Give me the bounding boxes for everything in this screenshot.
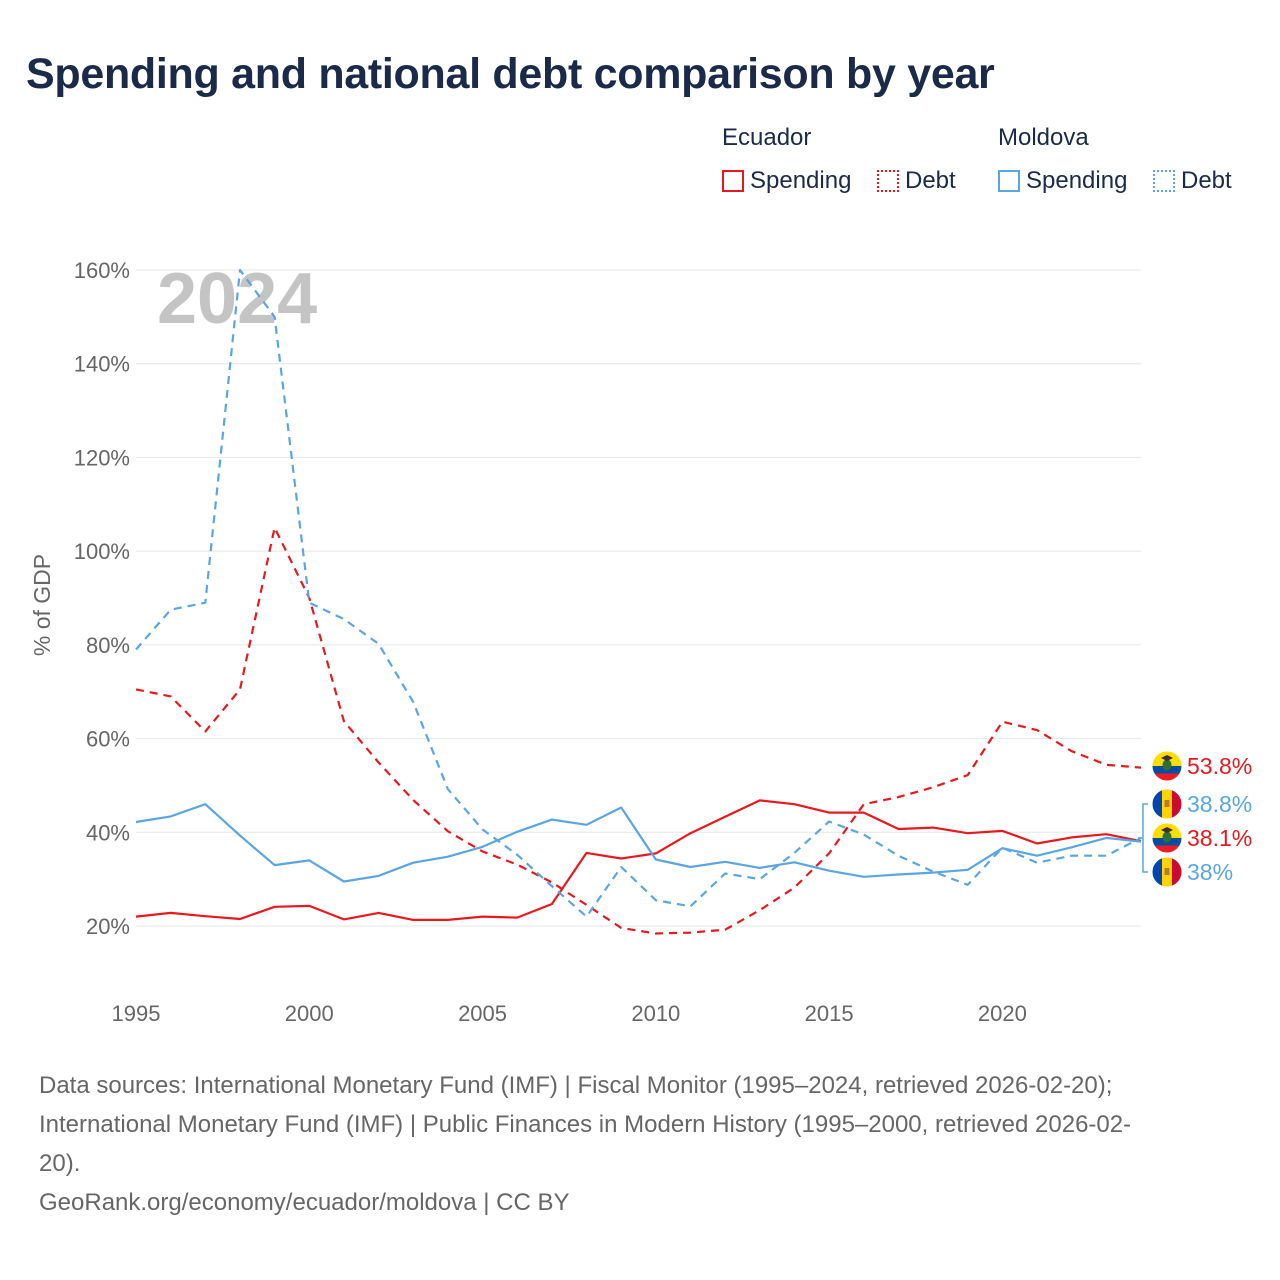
legend-item-ecuador-debt[interactable]: Debt — [877, 166, 956, 196]
legend-item-moldova-debt[interactable]: Debt — [1153, 166, 1232, 196]
y-tick-label: 40% — [86, 820, 130, 845]
y-tick-label: 140% — [74, 352, 130, 377]
label-bracket — [1138, 803, 1148, 873]
y-tick-label: 160% — [74, 258, 130, 283]
legend-label: Debt — [1181, 167, 1232, 194]
legend-title-ecuador: Ecuador — [722, 124, 812, 151]
end-labels: 53.8% 38.8% 38.1% 38% — [1138, 750, 1252, 888]
legend-label: Spending — [1026, 167, 1128, 194]
x-tick-label: 1995 — [112, 1001, 161, 1026]
footer-source-line: Data sources: International Monetary Fun… — [39, 1072, 1113, 1099]
footer: Data sources: International Monetary Fun… — [39, 1066, 1239, 1222]
moldova-flag-icon — [1151, 788, 1183, 820]
x-tick-label: 2000 — [285, 1001, 334, 1026]
series-line-moldova-debt[interactable] — [135, 268, 1142, 918]
legend-swatch-dotted-icon — [877, 170, 899, 192]
series-line-moldova-spending[interactable] — [135, 803, 1142, 883]
ecuador-flag-icon — [1151, 750, 1183, 782]
footer-source-line: International Monetary Fund (IMF) | Publ… — [39, 1111, 1132, 1138]
legend-swatch-solid-icon — [998, 170, 1020, 192]
y-axis-label: % of GDP — [29, 554, 55, 656]
y-axis-ticks: 20% 40% 60% 80% 100% 120% 140% 160% — [74, 258, 130, 939]
y-tick-label: 20% — [86, 914, 130, 939]
legend-item-ecuador-spending[interactable]: Spending — [722, 166, 851, 196]
legend-item-moldova-spending[interactable]: Spending — [998, 166, 1127, 196]
end-value-label: 38.8% — [1187, 791, 1252, 817]
footer-link[interactable]: GeoRank.org/economy/ecuador/moldova | CC… — [39, 1189, 570, 1216]
end-value-label: 38% — [1187, 859, 1233, 885]
moldova-flag-icon — [1151, 856, 1183, 888]
y-tick-label: 60% — [86, 727, 130, 752]
x-axis-ticks: 1995 2000 2005 2010 2015 2020 — [112, 1001, 1027, 1026]
end-value-label: 53.8% — [1187, 753, 1252, 779]
chart-title: Spending and national debt comparison by… — [26, 50, 995, 98]
y-tick-label: 100% — [74, 539, 130, 564]
series-lines — [135, 268, 1142, 935]
gridlines — [136, 269, 1141, 927]
legend-title-moldova: Moldova — [998, 124, 1089, 151]
x-tick-label: 2010 — [631, 1001, 680, 1026]
series-line-ecuador-debt[interactable] — [135, 526, 1142, 935]
footer-source-line: 20). — [39, 1150, 81, 1177]
legend-label: Spending — [750, 167, 852, 194]
ecuador-flag-icon — [1151, 822, 1183, 854]
x-tick-label: 2020 — [978, 1001, 1027, 1026]
series-line-ecuador-spending[interactable] — [135, 799, 1142, 922]
line-chart: 20% 40% 60% 80% 100% 120% 140% 160% 1995 2000 200… — [29, 258, 1252, 1026]
end-value-label: 38.1% — [1187, 825, 1252, 851]
x-tick-label: 2005 — [458, 1001, 507, 1026]
x-tick-label: 2015 — [805, 1001, 854, 1026]
y-tick-label: 80% — [86, 633, 130, 658]
legend-swatch-solid-icon — [722, 170, 744, 192]
legend-swatch-dotted-icon — [1153, 170, 1175, 192]
legend-label: Debt — [905, 167, 956, 194]
y-tick-label: 120% — [74, 445, 130, 470]
